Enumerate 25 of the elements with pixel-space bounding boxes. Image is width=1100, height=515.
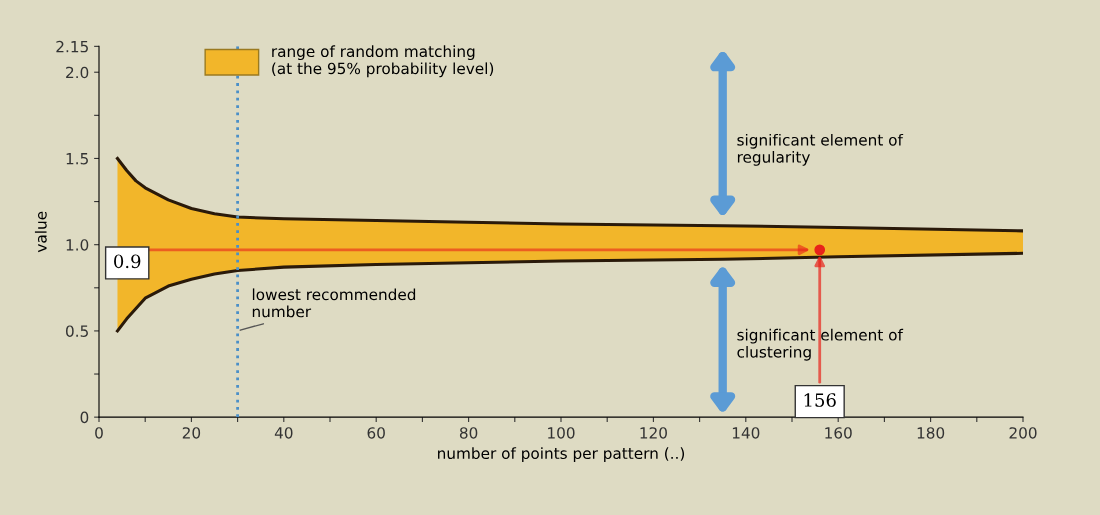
x-tick-label: 180 bbox=[917, 427, 945, 439]
y-tick-label: 1.0 bbox=[66, 239, 89, 251]
x-tick-label: 0 bbox=[95, 427, 103, 439]
y-tick-label: 1.5 bbox=[66, 153, 88, 165]
y-tick-label: 2.15 bbox=[56, 40, 88, 53]
annotation: significant element of clustering bbox=[737, 328, 904, 361]
ref-line-label: lowest recommended number bbox=[252, 288, 416, 318]
x-tick-label: 140 bbox=[732, 427, 760, 439]
y-axis-title: value bbox=[34, 211, 47, 253]
x-tick-label: 120 bbox=[640, 427, 667, 439]
x-tick-label: 100 bbox=[548, 427, 575, 439]
y-tick-label: 0 bbox=[80, 411, 89, 424]
y-tick-label: 0.5 bbox=[65, 325, 88, 337]
x-tick-label: 200 bbox=[1009, 427, 1037, 439]
x-tick-label: 40 bbox=[274, 427, 293, 439]
x-tick-label: 60 bbox=[367, 427, 385, 439]
x-tick-label: 20 bbox=[182, 427, 201, 439]
x-tick-label: 160 bbox=[825, 427, 852, 439]
annotation: significant element of regularity bbox=[737, 133, 904, 166]
x-axis-title: number of points per pattern (..) bbox=[438, 447, 685, 462]
legend-label: range of random matching (at the 95% probability level) bbox=[272, 45, 494, 78]
x-tick-label: 80 bbox=[459, 427, 478, 439]
annotation: 156 bbox=[804, 393, 836, 407]
y-tick-label: 2.0 bbox=[66, 66, 89, 79]
annotation: 0.9 bbox=[114, 254, 141, 269]
